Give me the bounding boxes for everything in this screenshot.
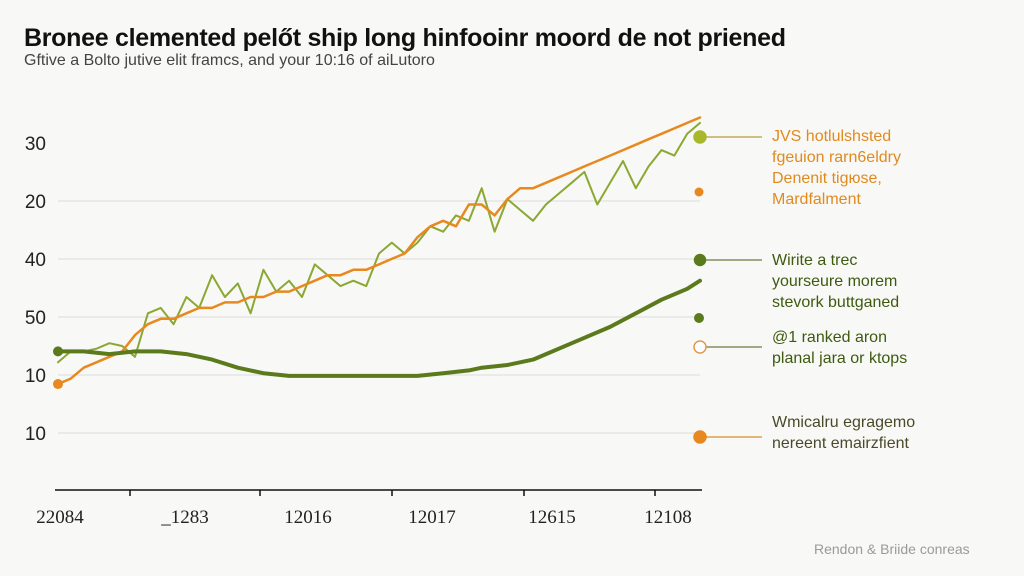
- y-tick-label: 30: [25, 134, 46, 155]
- series-lines: [53, 116, 702, 390]
- annotation-3-line: @1 ranked aron: [772, 329, 887, 346]
- annotation-1-line: Mardfalment: [772, 191, 861, 208]
- x-axis: [55, 489, 702, 496]
- x-tick-label: 12017: [408, 507, 456, 528]
- series-line-orange: [56, 116, 702, 386]
- y-tick-label: 40: [25, 250, 46, 271]
- annotation-2-line: stevork buttganed: [772, 294, 900, 311]
- x-tick-label: 22084: [36, 507, 84, 528]
- chart-subtitle: Gftive a Bolto jutive elit framcs, and y…: [24, 52, 435, 69]
- annotation-4-line: nereent emairzfient: [772, 435, 909, 452]
- annotation-1: JVS hotlulshsted fgeuion rarn6eldry Dene…: [772, 126, 901, 210]
- series-line-dark-green: [56, 278, 702, 378]
- y-tick-label: 20: [25, 192, 46, 213]
- annotation-marker: [693, 130, 707, 144]
- y-tick-label: 50: [25, 308, 46, 329]
- y-tick-label: 10: [25, 366, 46, 387]
- x-tick-label: 12108: [644, 507, 692, 528]
- annotation-1-line: JVS hotlulshsted: [772, 128, 892, 145]
- y-axis-labels: 30 20 40 50 10 10: [25, 134, 46, 445]
- orange-end-dot: [694, 187, 704, 197]
- annotation-marker: [693, 253, 707, 267]
- end-markers: [693, 130, 762, 444]
- source-credit: Rendon & Briide conreas: [814, 541, 970, 557]
- x-tick-label: 12615: [528, 507, 576, 528]
- annotation-1-line: fgeuion rarn6eldry: [772, 149, 901, 166]
- x-tick-label: 12016: [284, 507, 332, 528]
- dark-green-end-dot: [694, 313, 704, 323]
- annotation-1-line: Denenit tigюse,: [772, 170, 882, 187]
- annotation-marker: [693, 340, 707, 354]
- series-line-light-green: [57, 121, 701, 364]
- series-start-dot: [53, 379, 63, 390]
- annotation-4: Wmicalru egragemo nereent emairzfient: [772, 412, 915, 454]
- y-tick-label: 10: [25, 424, 46, 445]
- annotation-2-line: Wirite a trec: [772, 252, 858, 269]
- x-axis-labels: 22084 _1283 12016 12017 12615 12108: [36, 507, 692, 528]
- annotation-3-line: planal jara or ktops: [772, 350, 908, 367]
- annotation-4-line: Wmicalru egragemo: [772, 414, 916, 431]
- annotation-3: @1 ranked aron planal jara or ktops: [772, 327, 907, 369]
- gridlines: [58, 200, 700, 434]
- annotation-marker: [693, 430, 707, 444]
- chart-title: Bronee clemented pelőt ship long hinfooi…: [24, 24, 786, 52]
- x-tick-label: _1283: [160, 507, 209, 528]
- annotation-2: Wirite a trec yourseure morem stevork bu…: [772, 250, 899, 313]
- annotation-2-line: yourseure morem: [772, 273, 898, 290]
- series-start-dot: [53, 346, 63, 357]
